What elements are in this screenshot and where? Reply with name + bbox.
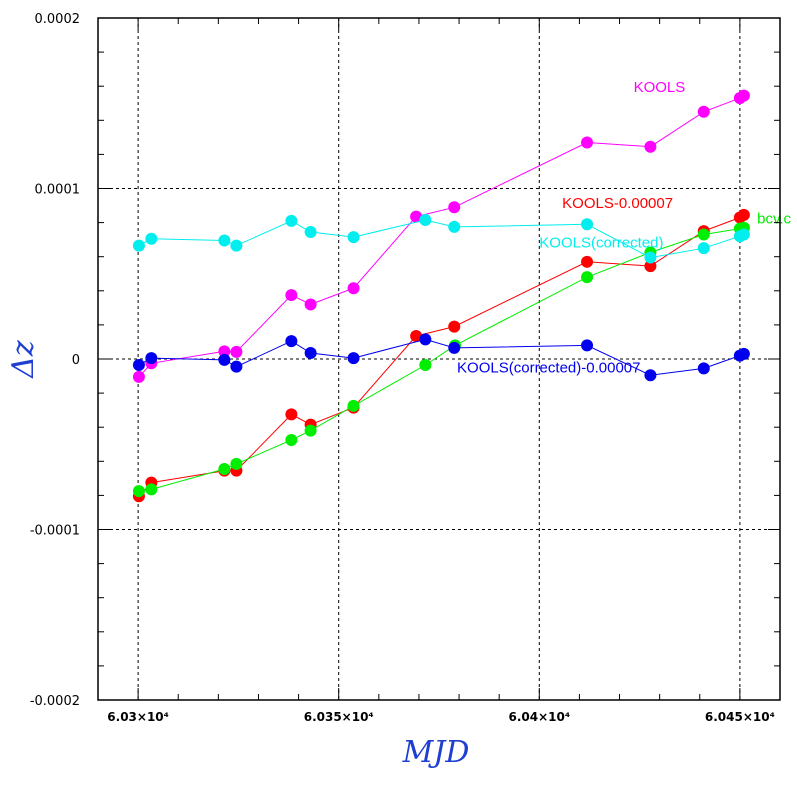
data-point <box>285 335 298 348</box>
data-point <box>304 347 317 360</box>
data-point <box>304 298 317 311</box>
data-point <box>347 399 360 412</box>
x-axis-title: MJD <box>402 735 470 770</box>
data-point <box>230 457 243 470</box>
data-point <box>448 320 461 333</box>
data-point <box>145 232 158 245</box>
data-point <box>230 345 243 358</box>
x-tick-label: 6.04×10⁴ <box>508 710 570 724</box>
data-point <box>304 424 317 437</box>
series-group <box>132 333 750 382</box>
data-point <box>737 347 750 360</box>
data-point <box>697 228 710 241</box>
series-annotation: bcv.c <box>757 210 791 227</box>
series-annotation: KOOLS(corrected)-0.00007 <box>457 359 640 376</box>
data-point <box>697 105 710 118</box>
series-layer <box>132 89 750 503</box>
y-tick-label: 0.0002 <box>35 12 81 27</box>
data-point <box>581 136 594 149</box>
data-point <box>448 201 461 214</box>
data-point <box>347 231 360 244</box>
data-point <box>132 358 145 371</box>
data-point <box>581 271 594 284</box>
series-annotation: KOOLS(corrected) <box>539 234 663 251</box>
data-point <box>347 352 360 365</box>
data-point <box>419 358 432 371</box>
data-point <box>410 210 423 223</box>
series-group <box>132 214 750 264</box>
data-point <box>218 353 231 366</box>
data-point <box>581 339 594 352</box>
data-point <box>697 362 710 375</box>
data-point <box>218 345 231 358</box>
data-point <box>419 214 432 227</box>
data-point <box>132 370 145 383</box>
y-axis-title: Δz <box>6 340 41 379</box>
data-point <box>304 225 317 238</box>
y-tick-label: 0 <box>72 353 80 368</box>
x-tick-label: 6.03×10⁴ <box>107 710 169 724</box>
data-point <box>285 214 298 227</box>
data-point <box>448 341 461 354</box>
y-tick-label: 0.0001 <box>35 183 81 198</box>
data-point <box>697 242 710 255</box>
tick-labels: -0.0002 -0.0001 0 0.0001 0.0002 6.03×10⁴ 6.035… <box>30 12 775 724</box>
x-tick-label: 6.045×10⁴ <box>705 710 775 724</box>
data-point <box>410 329 423 342</box>
data-point <box>145 352 158 365</box>
data-point <box>581 255 594 268</box>
y-tick-label: -0.0002 <box>30 694 80 709</box>
data-point <box>419 333 432 346</box>
y-tick-label: -0.0001 <box>30 524 80 539</box>
data-point <box>230 239 243 252</box>
data-point <box>581 218 594 231</box>
data-point <box>230 360 243 373</box>
series-annotation: KOOLS <box>634 79 686 96</box>
data-point <box>285 289 298 302</box>
annotation-layer: KOOLS KOOLS-0.00007 bcv.c KOOLS(corrected) K… <box>457 79 791 376</box>
data-point <box>644 260 657 273</box>
data-point <box>218 234 231 247</box>
series-annotation: KOOLS-0.00007 <box>562 195 673 212</box>
data-point <box>218 462 231 475</box>
data-point <box>132 485 145 498</box>
data-point <box>644 369 657 382</box>
data-point <box>644 140 657 153</box>
data-point <box>285 408 298 421</box>
series-group <box>132 89 750 383</box>
data-point <box>737 89 750 102</box>
data-point <box>737 228 750 241</box>
axes-frame <box>97 17 781 701</box>
data-point <box>737 208 750 221</box>
data-point <box>132 239 145 252</box>
x-tick-label: 6.035×10⁴ <box>304 710 374 724</box>
data-point <box>448 220 461 233</box>
data-point <box>644 251 657 264</box>
data-point <box>285 433 298 446</box>
data-point <box>145 483 158 496</box>
data-point <box>347 282 360 295</box>
